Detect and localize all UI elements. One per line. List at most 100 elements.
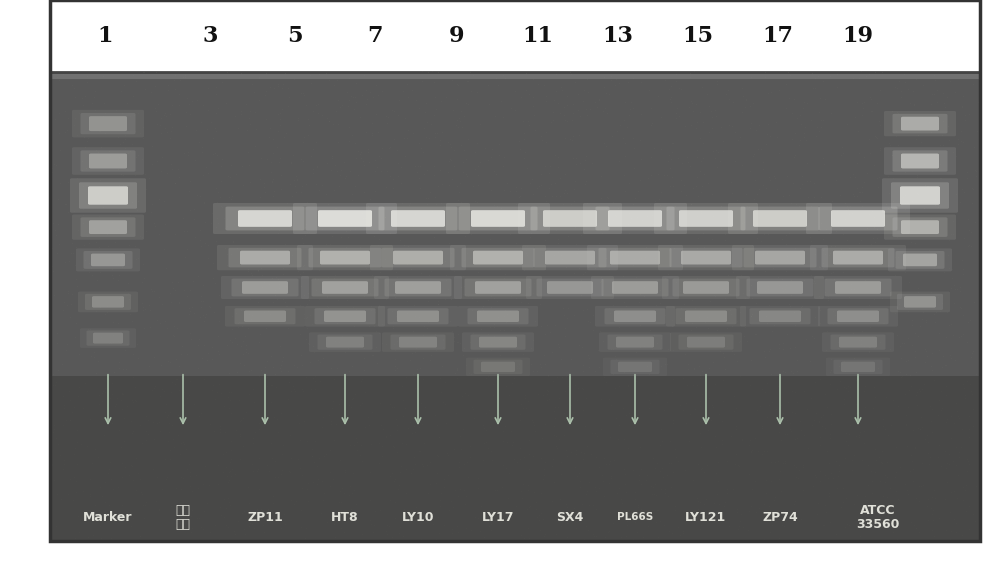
FancyBboxPatch shape bbox=[390, 335, 445, 350]
FancyBboxPatch shape bbox=[681, 251, 731, 264]
FancyBboxPatch shape bbox=[901, 220, 939, 234]
Bar bbox=[50, 377, 980, 540]
FancyBboxPatch shape bbox=[378, 206, 457, 231]
FancyBboxPatch shape bbox=[608, 335, 663, 350]
FancyBboxPatch shape bbox=[545, 251, 595, 264]
FancyBboxPatch shape bbox=[810, 245, 906, 270]
FancyBboxPatch shape bbox=[834, 360, 883, 374]
FancyBboxPatch shape bbox=[70, 178, 146, 213]
Text: 空白
对照: 空白 对照 bbox=[176, 504, 190, 531]
Text: ZP74: ZP74 bbox=[762, 511, 798, 524]
FancyBboxPatch shape bbox=[732, 245, 828, 270]
FancyBboxPatch shape bbox=[685, 310, 727, 322]
FancyBboxPatch shape bbox=[583, 203, 687, 234]
FancyBboxPatch shape bbox=[83, 251, 132, 269]
FancyBboxPatch shape bbox=[744, 248, 816, 267]
FancyBboxPatch shape bbox=[314, 308, 376, 324]
FancyBboxPatch shape bbox=[384, 279, 451, 297]
FancyBboxPatch shape bbox=[526, 276, 614, 299]
FancyBboxPatch shape bbox=[297, 245, 393, 270]
Text: LY10: LY10 bbox=[402, 511, 434, 524]
Text: PL66S: PL66S bbox=[617, 512, 653, 523]
FancyBboxPatch shape bbox=[317, 335, 372, 350]
FancyBboxPatch shape bbox=[397, 310, 439, 322]
FancyBboxPatch shape bbox=[244, 310, 286, 322]
FancyBboxPatch shape bbox=[93, 332, 123, 344]
FancyBboxPatch shape bbox=[458, 306, 538, 327]
FancyBboxPatch shape bbox=[837, 310, 879, 322]
FancyBboxPatch shape bbox=[599, 332, 671, 352]
Bar bbox=[50, 72, 980, 540]
FancyBboxPatch shape bbox=[530, 206, 609, 231]
FancyBboxPatch shape bbox=[755, 251, 805, 264]
FancyBboxPatch shape bbox=[395, 281, 441, 294]
Text: 15: 15 bbox=[682, 25, 714, 47]
FancyBboxPatch shape bbox=[603, 358, 667, 376]
Bar bbox=[50, 0, 980, 72]
FancyBboxPatch shape bbox=[672, 279, 740, 297]
Text: 9: 9 bbox=[449, 25, 465, 47]
FancyBboxPatch shape bbox=[479, 336, 517, 347]
FancyBboxPatch shape bbox=[381, 248, 454, 267]
FancyBboxPatch shape bbox=[835, 281, 881, 294]
FancyBboxPatch shape bbox=[458, 206, 538, 231]
FancyBboxPatch shape bbox=[462, 332, 534, 352]
Text: Marker: Marker bbox=[83, 511, 133, 524]
FancyBboxPatch shape bbox=[471, 210, 525, 227]
FancyBboxPatch shape bbox=[473, 251, 523, 264]
FancyBboxPatch shape bbox=[308, 248, 382, 267]
Text: 5: 5 bbox=[287, 25, 303, 47]
FancyBboxPatch shape bbox=[234, 308, 296, 324]
FancyBboxPatch shape bbox=[683, 281, 729, 294]
FancyBboxPatch shape bbox=[687, 336, 725, 347]
FancyBboxPatch shape bbox=[92, 296, 124, 308]
FancyBboxPatch shape bbox=[366, 203, 470, 234]
FancyBboxPatch shape bbox=[757, 281, 803, 294]
FancyBboxPatch shape bbox=[740, 306, 820, 327]
Bar bbox=[50, 74, 980, 79]
FancyBboxPatch shape bbox=[454, 276, 542, 299]
Text: 1: 1 bbox=[97, 25, 113, 47]
FancyBboxPatch shape bbox=[897, 294, 943, 310]
FancyBboxPatch shape bbox=[610, 360, 660, 374]
FancyBboxPatch shape bbox=[80, 150, 136, 171]
FancyBboxPatch shape bbox=[76, 248, 140, 271]
FancyBboxPatch shape bbox=[666, 206, 746, 231]
FancyBboxPatch shape bbox=[226, 206, 304, 231]
FancyBboxPatch shape bbox=[518, 203, 622, 234]
FancyBboxPatch shape bbox=[217, 245, 313, 270]
FancyBboxPatch shape bbox=[80, 217, 136, 237]
FancyBboxPatch shape bbox=[676, 308, 736, 324]
FancyBboxPatch shape bbox=[888, 248, 952, 271]
Text: LY121: LY121 bbox=[685, 511, 727, 524]
FancyBboxPatch shape bbox=[678, 335, 734, 350]
FancyBboxPatch shape bbox=[85, 294, 131, 310]
FancyBboxPatch shape bbox=[228, 248, 302, 267]
FancyBboxPatch shape bbox=[522, 245, 618, 270]
FancyBboxPatch shape bbox=[536, 279, 603, 297]
FancyBboxPatch shape bbox=[884, 214, 956, 240]
FancyBboxPatch shape bbox=[903, 254, 937, 266]
Text: 17: 17 bbox=[763, 25, 794, 47]
Text: 3: 3 bbox=[202, 25, 218, 47]
FancyBboxPatch shape bbox=[324, 310, 366, 322]
FancyBboxPatch shape bbox=[891, 182, 949, 209]
Text: LY17: LY17 bbox=[482, 511, 514, 524]
Text: 7: 7 bbox=[367, 25, 383, 47]
FancyBboxPatch shape bbox=[481, 362, 515, 372]
FancyBboxPatch shape bbox=[240, 251, 290, 264]
FancyBboxPatch shape bbox=[322, 281, 368, 294]
Text: SX4: SX4 bbox=[556, 511, 584, 524]
FancyBboxPatch shape bbox=[904, 296, 936, 308]
FancyBboxPatch shape bbox=[78, 292, 138, 312]
FancyBboxPatch shape bbox=[591, 276, 679, 299]
FancyBboxPatch shape bbox=[893, 217, 948, 237]
FancyBboxPatch shape bbox=[301, 276, 389, 299]
FancyBboxPatch shape bbox=[91, 254, 125, 266]
FancyBboxPatch shape bbox=[746, 279, 814, 297]
FancyBboxPatch shape bbox=[89, 116, 127, 131]
FancyBboxPatch shape bbox=[824, 279, 892, 297]
FancyBboxPatch shape bbox=[896, 251, 945, 269]
FancyBboxPatch shape bbox=[88, 186, 128, 205]
FancyBboxPatch shape bbox=[466, 358, 530, 376]
